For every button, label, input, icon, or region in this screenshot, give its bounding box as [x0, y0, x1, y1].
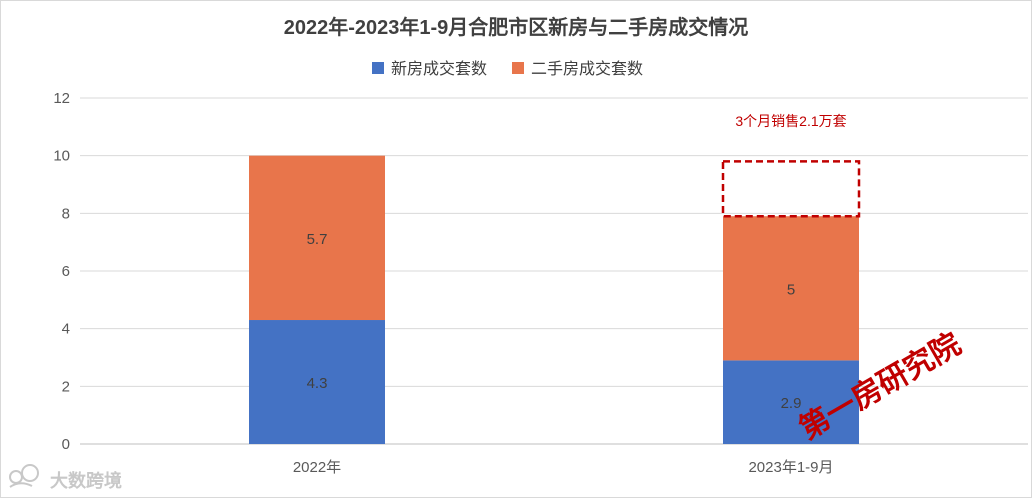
legend-swatch-new-homes [372, 62, 384, 74]
logo-text: 大数跨境 [50, 470, 122, 491]
bar-resale-homes [249, 155, 385, 321]
y-tick-label: 2 [62, 378, 70, 395]
legend-swatch-resale-homes [512, 62, 524, 74]
x-axis-ticks: 2022年 2023年1-9月 [293, 459, 834, 476]
y-tick-label: 12 [53, 90, 70, 107]
logo-mark-icon [9, 464, 39, 488]
brand-logo: 大数跨境 [9, 464, 122, 491]
y-tick-label: 8 [62, 205, 70, 222]
bars: 4.3 5.7 2.9 5 [249, 155, 859, 444]
annotation-dashed-box [721, 160, 861, 218]
data-label: 5.7 [307, 231, 328, 248]
gridlines [80, 97, 1028, 445]
y-tick-label: 6 [62, 263, 70, 280]
data-label: 4.3 [307, 375, 328, 392]
x-tick-label: 2023年1-9月 [748, 459, 833, 476]
bar-new-homes [723, 360, 859, 444]
legend-label-new-homes: 新房成交套数 [391, 60, 487, 78]
y-tick-label: 10 [53, 148, 70, 165]
bar-resale-homes [723, 216, 859, 361]
bar-new-homes [249, 320, 385, 444]
y-tick-label: 0 [62, 436, 70, 453]
data-label: 2.9 [781, 395, 802, 412]
data-label: 5 [787, 281, 795, 298]
annotation-text: 3个月销售2.1万套 [735, 113, 846, 129]
legend: 新房成交套数 二手房成交套数 [372, 60, 643, 78]
y-axis-ticks: 0 2 4 6 8 10 12 [53, 90, 70, 453]
chart-title: 2022年-2023年1-9月合肥市区新房与二手房成交情况 [284, 15, 749, 39]
x-tick-label: 2022年 [293, 459, 341, 476]
legend-label-resale-homes: 二手房成交套数 [531, 60, 643, 78]
y-tick-label: 4 [62, 321, 70, 338]
